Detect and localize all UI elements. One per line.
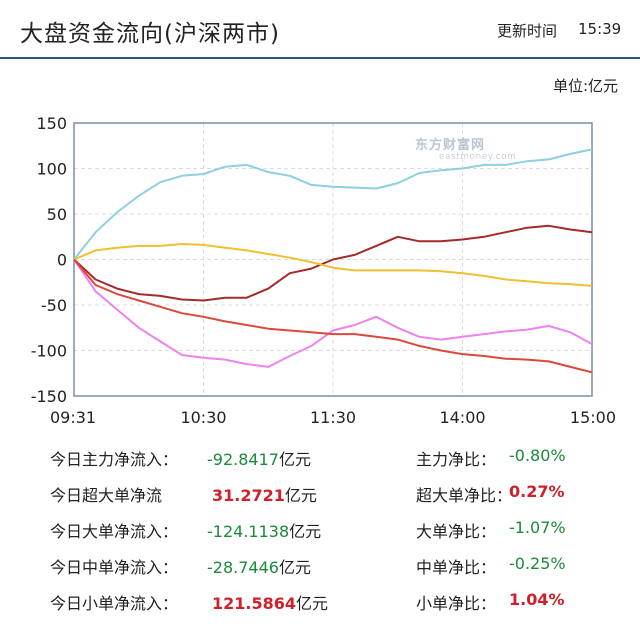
ratio-value: -0.25% — [509, 554, 566, 573]
series-line-1 — [73, 224, 593, 302]
stat-label: 今日大单净流入： — [50, 522, 179, 541]
x-tick-label: 14:00 — [439, 408, 485, 427]
stat-row: 今日小单净流入： 121.5864亿元 小单净比： 1.04% — [0, 590, 640, 624]
fund-flow-chart: 150 100 50 0 -50 -100 -150 09:31 10:30 11:30 14:00… — [31, 114, 616, 427]
x-tick-label: 09:31 — [50, 408, 96, 427]
stat-label: 今日小单净流入： — [50, 594, 179, 613]
stat-row: 今日超大单净流 31.2721亿元 超大单净比： 0.27% — [0, 482, 640, 516]
stat-value-group: 31.2721亿元 — [207, 482, 317, 506]
stat-value-group: -28.7446亿元 — [207, 554, 311, 578]
x-tick-label: 15:00 — [570, 408, 616, 427]
header: 大盘资金流向(沪深两市) 更新时间 15:39 — [0, 0, 640, 59]
stat-label: 今日中单净流入： — [50, 558, 179, 577]
update-time-value: 15:39 — [578, 20, 622, 38]
ratio-label: 超大单净比： — [416, 486, 513, 505]
y-tick-label: 150 — [36, 114, 67, 133]
stat-value: -28.7446 — [207, 558, 279, 577]
header-divider — [0, 57, 640, 59]
stat-value: 31.2721 — [212, 486, 285, 505]
stat-value: -124.1138 — [207, 522, 290, 541]
stat-value-group: -124.1138亿元 — [207, 518, 321, 542]
stat-value: -92.8417 — [207, 450, 279, 469]
stat-unit: 亿元 — [278, 450, 311, 469]
page-title: 大盘资金流向(沪深两市) — [20, 21, 280, 47]
watermark-logo: 东方财富网 — [415, 138, 486, 153]
update-time-label: 更新时间 — [497, 22, 558, 40]
ratio-value: 1.04% — [509, 590, 565, 609]
stat-unit: 亿元 — [278, 558, 311, 577]
x-tick-label: 10:30 — [180, 408, 226, 427]
series-line-3 — [73, 258, 593, 368]
watermark-sub: eastmoney.com — [439, 152, 517, 162]
unit-label: 单位:亿元 — [552, 77, 618, 95]
series-line-4 — [73, 258, 593, 374]
series-line-2 — [73, 243, 593, 287]
ratio-value: -1.07% — [509, 518, 566, 537]
stat-value: 121.5864 — [212, 594, 297, 613]
stat-row: 今日大单净流入： -124.1138亿元 大单净比： -1.07% — [0, 518, 640, 552]
chart-axes: 150 100 50 0 -50 -100 -150 09:31 10:30 11:30 14:00… — [31, 114, 616, 427]
stat-value-group: 121.5864亿元 — [207, 590, 328, 614]
ratio-label: 小单净比： — [416, 594, 497, 613]
series-line-0 — [73, 148, 593, 261]
stat-unit: 亿元 — [289, 522, 322, 541]
stat-unit: 亿元 — [284, 486, 317, 505]
ratio-value: 0.27% — [509, 482, 565, 501]
y-tick-label: -100 — [31, 342, 67, 361]
stat-row: 今日主力净流入： -92.8417亿元 主力净比： -0.80% — [0, 446, 640, 480]
y-tick-label: 0 — [57, 251, 67, 270]
stat-label: 今日超大单净流 — [50, 486, 163, 505]
y-tick-label: -150 — [31, 387, 67, 406]
chart-series — [73, 148, 593, 374]
y-tick-label: 100 — [36, 160, 67, 179]
ratio-value: -0.80% — [509, 446, 566, 465]
x-tick-label: 11:30 — [310, 408, 356, 427]
y-tick-label: 50 — [47, 205, 67, 224]
ratio-label: 主力净比： — [416, 450, 497, 469]
y-tick-label: -50 — [41, 296, 67, 315]
ratio-label: 中单净比： — [416, 558, 497, 577]
stat-row: 今日中单净流入： -28.7446亿元 中单净比： -0.25% — [0, 554, 640, 588]
stat-value-group: -92.8417亿元 — [207, 446, 311, 470]
stat-unit: 亿元 — [296, 594, 329, 613]
ratio-label: 大单净比： — [416, 522, 497, 541]
stat-label: 今日主力净流入： — [50, 450, 179, 469]
